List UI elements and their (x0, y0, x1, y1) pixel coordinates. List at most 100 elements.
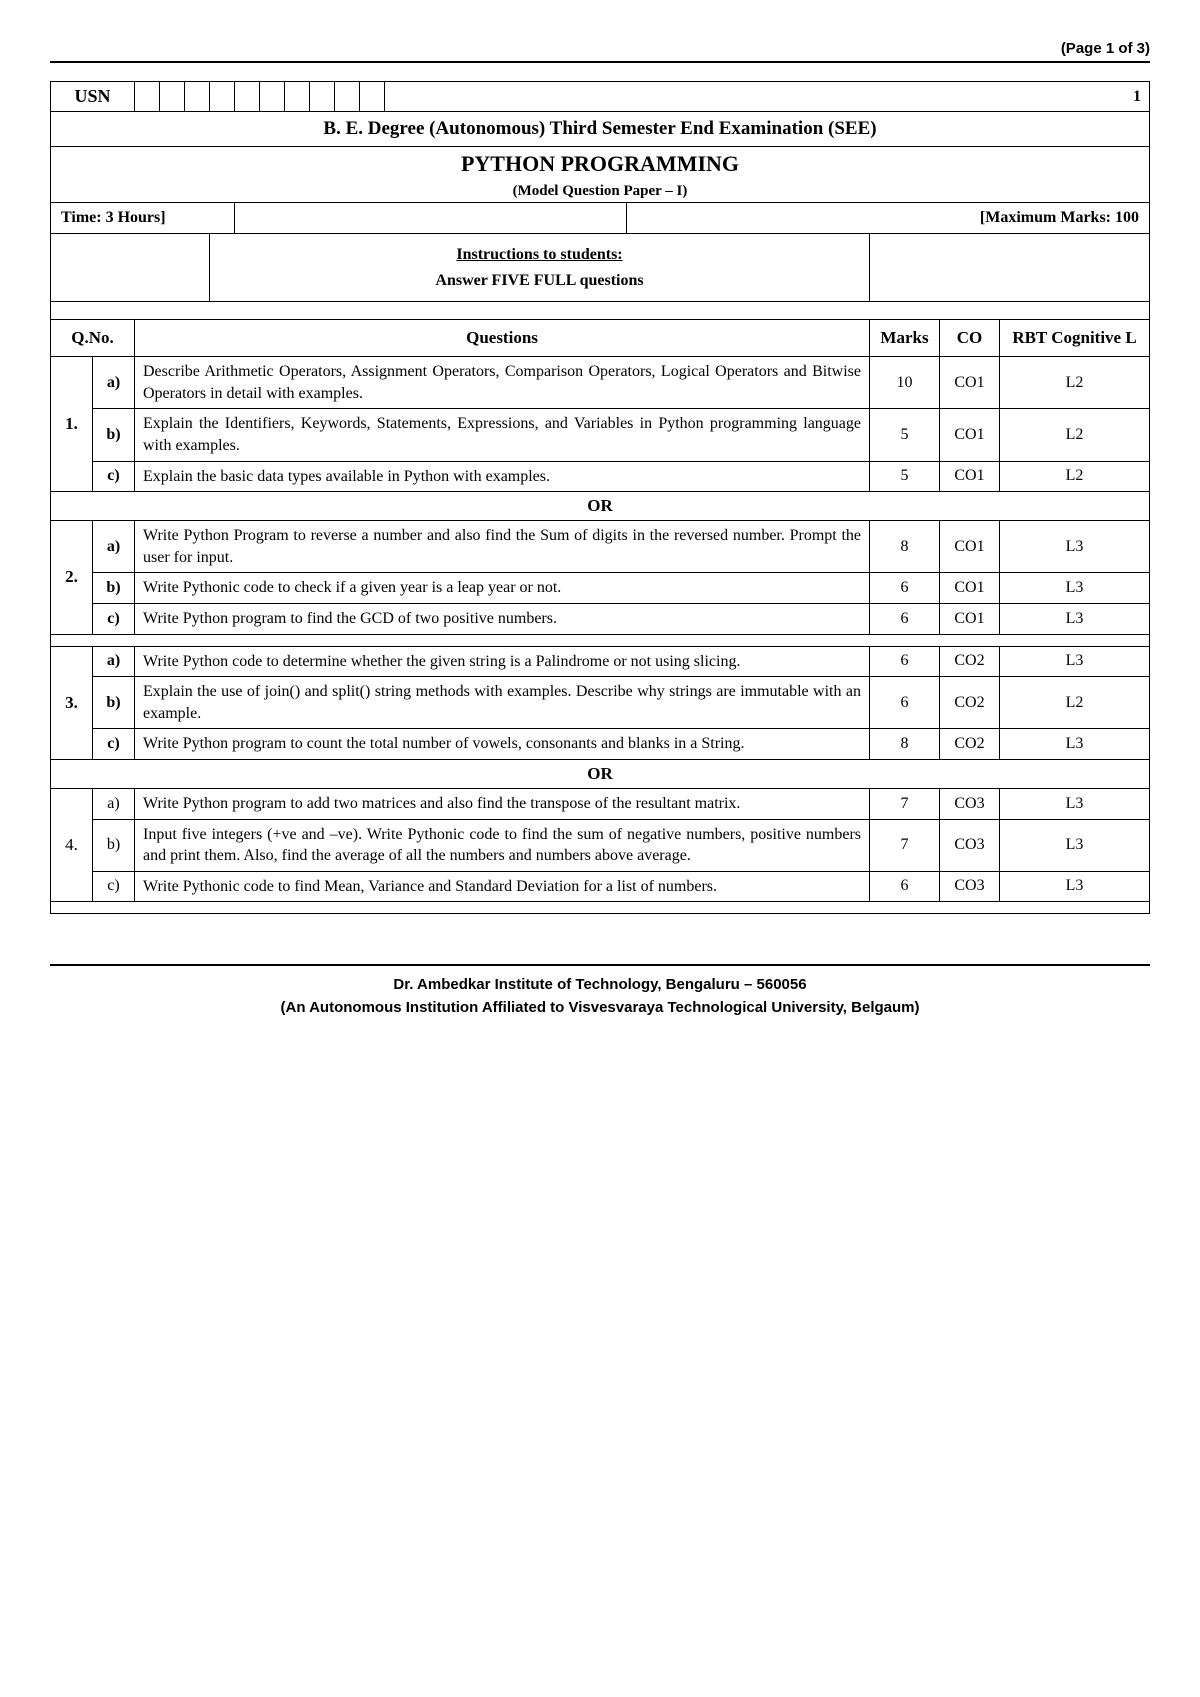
rbt-cell: L3 (1000, 871, 1150, 902)
question-text: Explain the basic data types available i… (135, 461, 870, 492)
marks-cell: 6 (870, 677, 940, 729)
header-questions: Questions (135, 320, 870, 357)
spacer-row (51, 302, 1150, 320)
marks-cell: 8 (870, 521, 940, 573)
question-sub: b) (93, 573, 135, 604)
header-co: CO (940, 320, 1000, 357)
rbt-cell: L3 (1000, 646, 1150, 677)
usn-box (360, 82, 385, 112)
usn-box (310, 82, 335, 112)
usn-box (185, 82, 210, 112)
usn-box (235, 82, 260, 112)
time-marks-row: Time: 3 Hours] [Maximum Marks: 100 (51, 203, 1150, 234)
question-number: 4. (51, 788, 93, 901)
model-row: (Model Question Paper – I) (51, 181, 1150, 203)
question-number: 2. (51, 521, 93, 634)
gap-row (51, 634, 1150, 646)
subject-row: PYTHON PROGRAMMING (51, 147, 1150, 182)
header-qno: Q.No. (51, 320, 135, 357)
question-sub: b) (93, 677, 135, 729)
marks-cell: 7 (870, 819, 940, 871)
question-text: Write Python code to determine whether t… (135, 646, 870, 677)
question-sub: c) (93, 729, 135, 760)
question-row: c)Write Python program to find the GCD o… (51, 603, 1150, 634)
time-label: Time: 3 Hours] (51, 203, 235, 234)
marks-cell: 5 (870, 409, 940, 461)
or-row: OR (51, 492, 1150, 521)
or-row: OR (51, 759, 1150, 788)
question-sub: c) (93, 461, 135, 492)
footer: Dr. Ambedkar Institute of Technology, Be… (50, 964, 1150, 1019)
usn-box (135, 82, 160, 112)
instructions-cell: Instructions to students: Answer FIVE FU… (210, 234, 870, 302)
rbt-cell: L3 (1000, 788, 1150, 819)
question-row: 2.a)Write Python Program to reverse a nu… (51, 521, 1150, 573)
marks-cell: 7 (870, 788, 940, 819)
marks-cell: 6 (870, 646, 940, 677)
marks-cell: 6 (870, 573, 940, 604)
question-row: c)Write Python program to count the tota… (51, 729, 1150, 760)
marks-cell: 8 (870, 729, 940, 760)
rbt-cell: L2 (1000, 409, 1150, 461)
question-number: 3. (51, 646, 93, 759)
exam-paper-table: USN 1 B. E. Degree (Autonomous) Third Se… (50, 81, 1150, 914)
header-rbt: RBT Cognitive L (1000, 320, 1150, 357)
rbt-cell: L2 (1000, 677, 1150, 729)
rbt-cell: L2 (1000, 461, 1150, 492)
question-row: b)Explain the use of join() and split() … (51, 677, 1150, 729)
footer-institute: Dr. Ambedkar Institute of Technology, Be… (50, 974, 1150, 997)
question-sub: a) (93, 521, 135, 573)
co-cell: CO2 (940, 729, 1000, 760)
co-cell: CO3 (940, 788, 1000, 819)
usn-box (210, 82, 235, 112)
question-sub: b) (93, 819, 135, 871)
usn-box (335, 82, 360, 112)
co-cell: CO1 (940, 603, 1000, 634)
marks-cell: 10 (870, 357, 940, 409)
co-cell: CO1 (940, 461, 1000, 492)
question-text: Input five integers (+ve and –ve). Write… (135, 819, 870, 871)
marks-cell: 6 (870, 871, 940, 902)
question-text: Write Pythonic code to check if a given … (135, 573, 870, 604)
co-cell: CO3 (940, 871, 1000, 902)
rbt-cell: L3 (1000, 573, 1150, 604)
question-text: Describe Arithmetic Operators, Assignmen… (135, 357, 870, 409)
gap-row (51, 902, 1150, 914)
header-marks: Marks (870, 320, 940, 357)
usn-row: USN 1 (51, 82, 1150, 112)
max-marks: [Maximum Marks: 100 (627, 203, 1150, 234)
co-cell: CO3 (940, 819, 1000, 871)
question-header-row: Q.No. Questions Marks CO RBT Cognitive L (51, 320, 1150, 357)
rbt-cell: L3 (1000, 603, 1150, 634)
question-row: 1.a)Describe Arithmetic Operators, Assig… (51, 357, 1150, 409)
question-row: b)Write Pythonic code to check if a give… (51, 573, 1150, 604)
instructions-text: Answer FIVE FULL questions (435, 272, 643, 289)
question-row: c)Write Pythonic code to find Mean, Vari… (51, 871, 1150, 902)
question-sub: a) (93, 357, 135, 409)
question-text: Write Pythonic code to find Mean, Varian… (135, 871, 870, 902)
instructions-row: Instructions to students: Answer FIVE FU… (51, 234, 1150, 302)
question-number: 1. (51, 357, 93, 492)
co-cell: CO2 (940, 677, 1000, 729)
question-sub: a) (93, 788, 135, 819)
question-text: Explain the use of join() and split() st… (135, 677, 870, 729)
blank-cell (235, 203, 627, 234)
co-cell: CO2 (940, 646, 1000, 677)
question-row: b)Input five integers (+ve and –ve). Wri… (51, 819, 1150, 871)
question-text: Write Python program to find the GCD of … (135, 603, 870, 634)
or-label: OR (51, 759, 1150, 788)
usn-label: USN (51, 82, 135, 112)
question-text: Write Python program to add two matrices… (135, 788, 870, 819)
question-text: Explain the Identifiers, Keywords, State… (135, 409, 870, 461)
co-cell: CO1 (940, 573, 1000, 604)
question-row: 4.a)Write Python program to add two matr… (51, 788, 1150, 819)
question-sub: c) (93, 871, 135, 902)
marks-cell: 5 (870, 461, 940, 492)
co-cell: CO1 (940, 409, 1000, 461)
blank-cell (51, 234, 210, 302)
degree-row: B. E. Degree (Autonomous) Third Semester… (51, 112, 1150, 147)
degree-title: B. E. Degree (Autonomous) Third Semester… (51, 112, 1150, 147)
rbt-cell: L2 (1000, 357, 1150, 409)
question-sub: b) (93, 409, 135, 461)
usn-box (160, 82, 185, 112)
